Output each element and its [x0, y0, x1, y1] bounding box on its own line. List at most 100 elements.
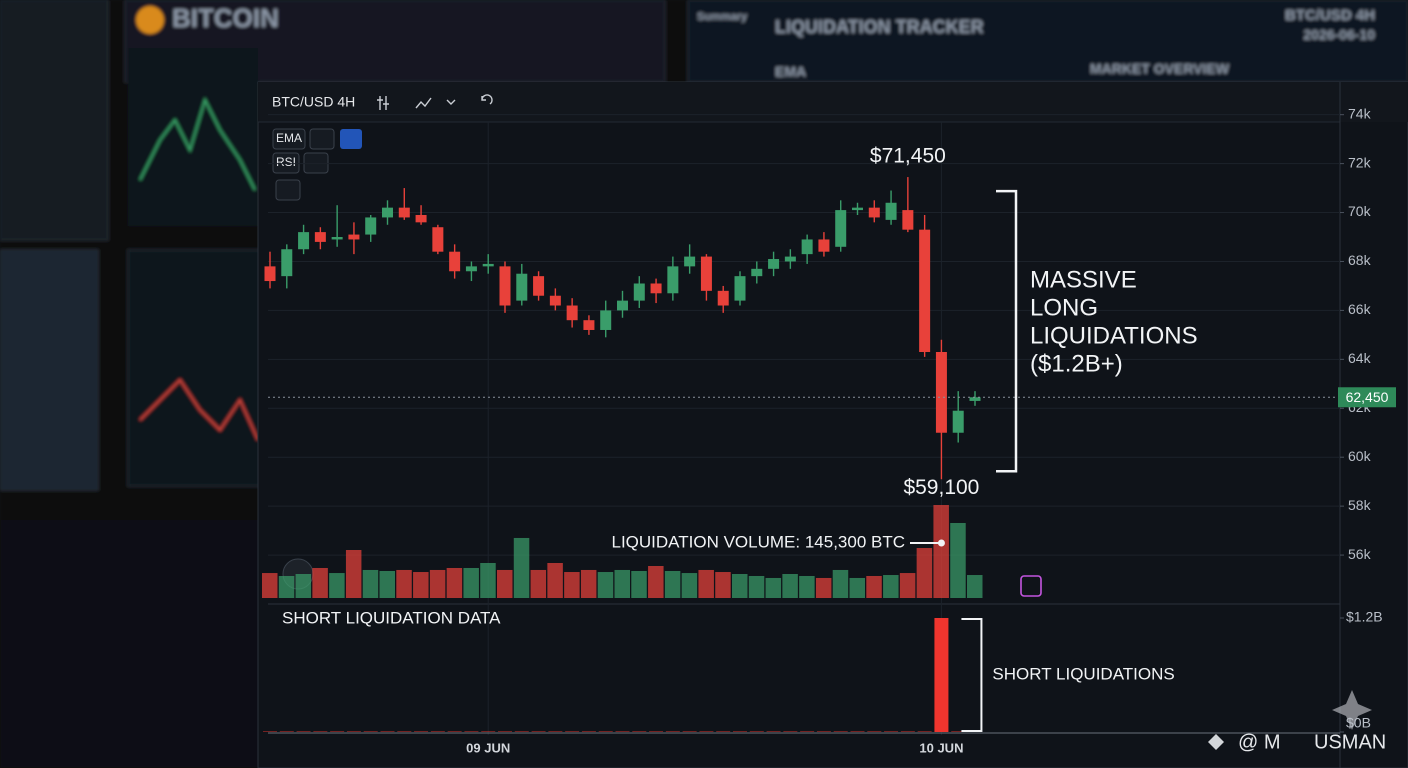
undo-icon[interactable] [481, 94, 493, 105]
candle-body [902, 210, 914, 230]
volume-bar [530, 569, 547, 598]
short-bar [279, 731, 294, 732]
short-bar [447, 731, 462, 732]
volume-bar [883, 575, 899, 598]
y-tick-label: 64k [1348, 350, 1372, 366]
volume-bar [614, 569, 630, 598]
short-bar [682, 731, 697, 732]
candle-body [633, 283, 645, 301]
volume-bar [513, 537, 530, 598]
volume-bar [681, 573, 698, 598]
volume-bar [362, 569, 379, 598]
candle-body [314, 232, 326, 242]
price-tag-label: 62,450 [1346, 389, 1389, 405]
indicator-label: RSI [276, 155, 296, 169]
decor-line [139, 378, 259, 441]
volume-bar [379, 570, 395, 598]
candle-body [684, 256, 696, 267]
volume-bar [933, 505, 949, 598]
watermark-icon [1208, 734, 1224, 750]
candle-body [969, 397, 981, 401]
candle-body [499, 266, 511, 306]
volume-bar [580, 569, 597, 598]
y-tick-label: 66k [1348, 301, 1372, 317]
short-bar [414, 731, 429, 732]
volume-bar [463, 567, 479, 598]
volume-bar [597, 572, 614, 598]
panel-title: SHORT LIQUIDATION DATA [282, 608, 501, 627]
indicator-label: EMA [276, 131, 302, 145]
toolbar [258, 82, 1408, 122]
candle-body [432, 227, 444, 252]
ema-panel: EMA [775, 64, 806, 80]
annotation-dot [937, 539, 945, 547]
volume-bar [732, 574, 748, 598]
y-tick-label: 56k [1348, 546, 1372, 562]
short-bar [346, 731, 361, 732]
short-bar [531, 731, 546, 732]
y-tick-label: 74k [1348, 105, 1372, 121]
volume-bar [262, 573, 278, 598]
high-label: $71,450 [870, 145, 946, 168]
short-bar [783, 731, 798, 732]
candle-body [835, 210, 847, 247]
short-bar [565, 731, 580, 732]
collapse-button[interactable] [275, 179, 301, 201]
short-bar [699, 731, 714, 732]
pair: BTC/USD 4H [1285, 7, 1375, 24]
short-bar [313, 731, 328, 732]
candle-body [700, 256, 712, 291]
decor-line [139, 97, 256, 191]
symbol[interactable]: BTC/USD 4H [272, 94, 355, 110]
more-button[interactable] [340, 129, 362, 149]
candle-body [533, 276, 545, 296]
y-tick-label: 60k [1348, 448, 1372, 464]
hide-button[interactable] [309, 128, 335, 150]
volume-bar [631, 570, 647, 598]
short-bar [867, 731, 882, 732]
volume-bar [866, 575, 882, 598]
short-bar [884, 731, 899, 732]
candle-body [600, 310, 612, 330]
candle-body [549, 295, 561, 306]
date: 2026-06-10 [1303, 27, 1375, 43]
annotation-line: LONG [1030, 294, 1098, 321]
x-tick-label: 09 JUN [466, 740, 510, 755]
short-bar [766, 731, 781, 732]
short-bar [397, 731, 412, 732]
candle-body [415, 214, 427, 223]
candle-body [935, 352, 947, 433]
candle-body [768, 259, 780, 269]
volume-bar [715, 572, 731, 598]
candle-body [566, 305, 578, 321]
candle-body [365, 217, 377, 235]
volume-bar [547, 562, 563, 598]
candle-body [751, 268, 763, 277]
short-bar [951, 731, 966, 732]
hide-button[interactable] [303, 152, 329, 174]
candle-icon[interactable] [377, 96, 389, 110]
indicator-chip[interactable] [272, 128, 306, 150]
volume-bar [832, 569, 849, 598]
short-bar [481, 731, 496, 732]
volume-bar [648, 566, 664, 598]
volume-bar [698, 569, 714, 598]
candle-body [264, 266, 276, 282]
short-bar [615, 731, 630, 732]
volume-annotation: LIQUIDATION VOLUME: 145,300 BTC [612, 532, 906, 551]
y-tick-label: $1.2B [1346, 609, 1383, 625]
watermark: USMAN [1314, 731, 1386, 753]
candle-body [465, 266, 477, 272]
volume-bar [345, 550, 362, 598]
volume-bar [480, 562, 496, 598]
candle-body [482, 263, 494, 267]
short-bar [733, 731, 747, 732]
candle-body [449, 251, 461, 272]
short-bar [749, 731, 764, 732]
dropdown-icon[interactable] [446, 99, 456, 105]
indicator-icon[interactable] [415, 97, 432, 109]
candle-body [298, 232, 310, 250]
alert-icon[interactable] [1020, 575, 1042, 597]
indicator-chip[interactable] [272, 152, 300, 174]
